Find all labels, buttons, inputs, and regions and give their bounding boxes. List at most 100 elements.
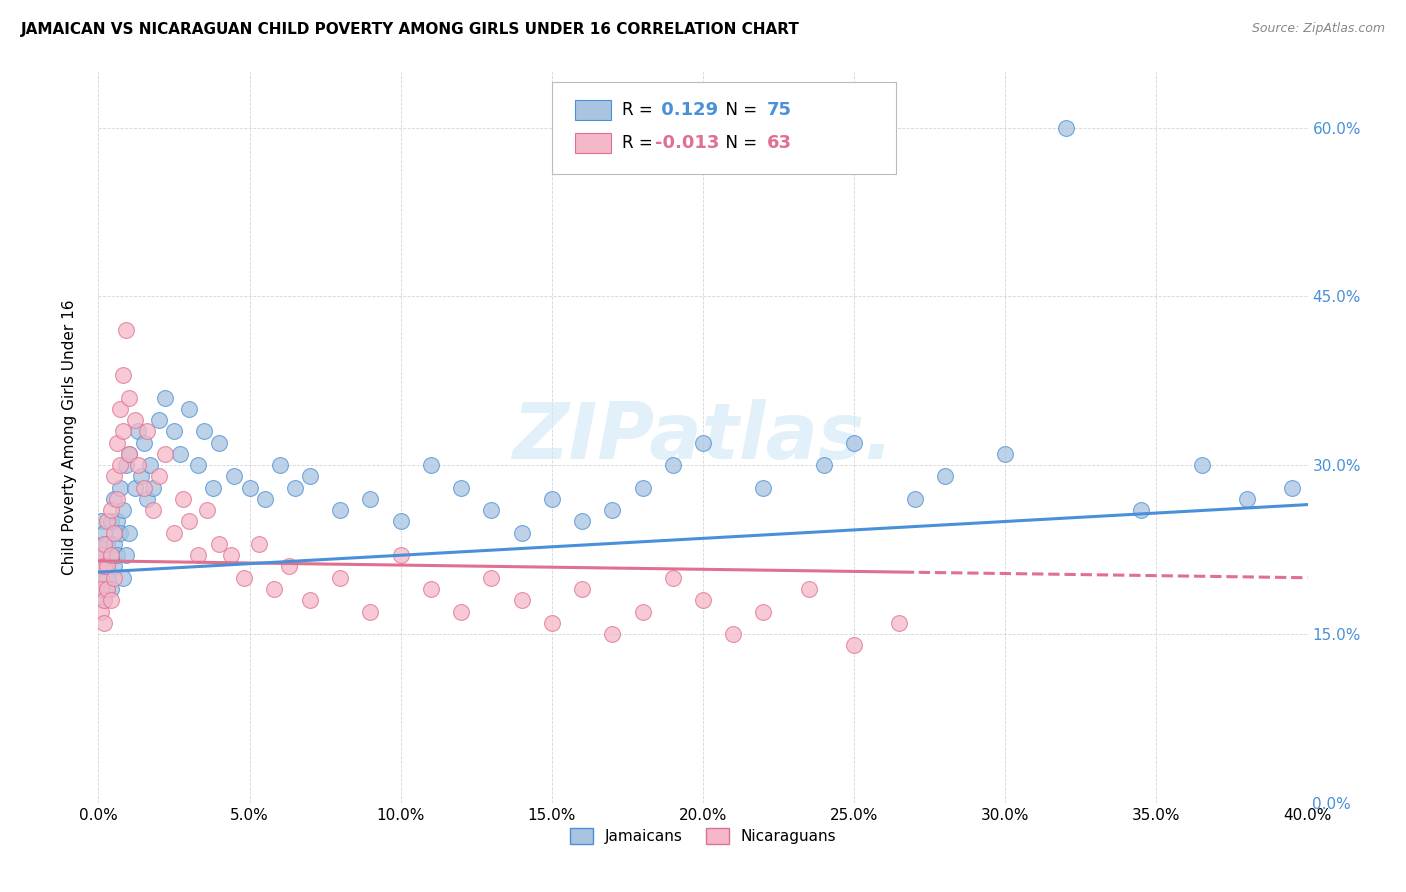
Point — [90, 548, 112, 562]
Point — [1281, 481, 1303, 495]
Point — [105, 548, 128, 562]
Point — [797, 582, 820, 596]
Point — [420, 458, 443, 473]
Point — [111, 503, 134, 517]
Point — [118, 525, 141, 540]
Point — [93, 593, 115, 607]
Point — [450, 481, 472, 495]
Point — [111, 368, 134, 383]
Point — [90, 605, 112, 619]
Point — [153, 391, 176, 405]
Point — [752, 481, 775, 495]
Point — [1236, 491, 1258, 506]
Point — [193, 425, 215, 439]
Point — [889, 615, 911, 630]
Point — [108, 481, 131, 495]
Point — [93, 537, 115, 551]
Text: 0.129: 0.129 — [655, 101, 717, 120]
Point — [105, 491, 128, 506]
Point — [142, 503, 165, 517]
FancyBboxPatch shape — [575, 100, 612, 120]
Point — [247, 537, 270, 551]
Point — [299, 469, 322, 483]
Point — [179, 515, 201, 529]
Point — [148, 413, 170, 427]
Point — [187, 548, 209, 562]
Point — [602, 503, 624, 517]
Point — [93, 615, 115, 630]
Point — [844, 435, 866, 450]
Point — [263, 582, 285, 596]
Point — [1191, 458, 1213, 473]
Point — [129, 469, 152, 483]
Point — [510, 593, 533, 607]
Point — [100, 593, 122, 607]
Text: Source: ZipAtlas.com: Source: ZipAtlas.com — [1251, 22, 1385, 36]
Point — [132, 435, 155, 450]
Point — [135, 491, 157, 506]
Point — [329, 503, 352, 517]
Point — [108, 525, 131, 540]
Point — [96, 537, 118, 551]
Point — [602, 627, 624, 641]
Point — [360, 491, 382, 506]
Point — [163, 425, 186, 439]
Point — [93, 548, 115, 562]
Point — [224, 469, 246, 483]
Point — [172, 491, 194, 506]
Point — [90, 582, 112, 596]
Point — [90, 582, 112, 596]
Point — [752, 605, 775, 619]
Point — [96, 515, 118, 529]
Point — [93, 593, 115, 607]
Point — [103, 525, 125, 540]
Point — [163, 525, 186, 540]
Point — [103, 537, 125, 551]
Point — [114, 458, 136, 473]
Point — [269, 458, 291, 473]
Point — [103, 559, 125, 574]
Text: 75: 75 — [768, 101, 792, 120]
Point — [114, 323, 136, 337]
Point — [90, 571, 112, 585]
Point — [239, 481, 262, 495]
Point — [93, 559, 115, 574]
Point — [118, 391, 141, 405]
Point — [153, 447, 176, 461]
Point — [187, 458, 209, 473]
Text: R =: R = — [621, 134, 658, 152]
Point — [148, 469, 170, 483]
Point — [221, 548, 243, 562]
Point — [232, 571, 254, 585]
Point — [692, 435, 714, 450]
Point — [139, 458, 162, 473]
Point — [96, 559, 118, 574]
Point — [127, 425, 149, 439]
Point — [90, 515, 112, 529]
Point — [208, 435, 231, 450]
Point — [93, 525, 115, 540]
Point — [540, 615, 562, 630]
Point — [132, 481, 155, 495]
Point — [100, 548, 122, 562]
Point — [169, 447, 191, 461]
Point — [420, 582, 443, 596]
Point — [692, 593, 714, 607]
Point — [844, 638, 866, 652]
Point — [93, 571, 115, 585]
Point — [96, 571, 118, 585]
Point — [103, 469, 125, 483]
Point — [100, 503, 122, 517]
Point — [723, 627, 745, 641]
Point — [661, 571, 683, 585]
FancyBboxPatch shape — [551, 82, 897, 174]
Text: N =: N = — [716, 101, 762, 120]
Point — [135, 425, 157, 439]
Point — [90, 548, 112, 562]
Point — [93, 537, 115, 551]
Point — [100, 548, 122, 562]
Point — [934, 469, 956, 483]
Point — [90, 559, 112, 574]
Point — [127, 458, 149, 473]
Point — [571, 515, 593, 529]
